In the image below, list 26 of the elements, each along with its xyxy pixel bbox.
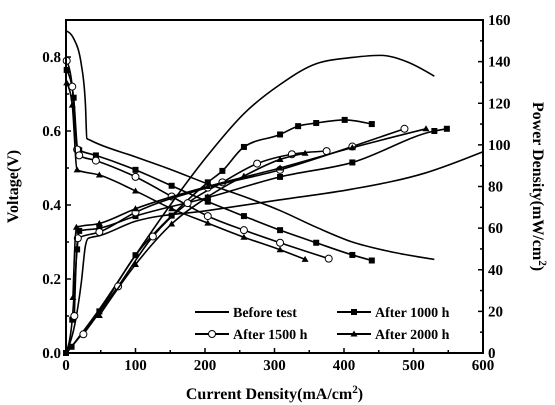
legend-label: After 2000 h (375, 328, 450, 343)
y2-tick-label: 20 (488, 304, 503, 320)
y2-tick-label: 120 (488, 96, 510, 112)
x-tick-label: 400 (332, 358, 356, 374)
x-tick-label: 0 (62, 358, 70, 374)
y-tick-label: 0.6 (42, 124, 62, 140)
y-tick-label: 0.8 (42, 50, 61, 66)
y2-tick-label: 80 (488, 180, 503, 196)
y-axis-title: Voltage(V) (5, 150, 22, 224)
y-tick-label: 0.2 (42, 272, 61, 288)
x-axis-title: Current Density(mA/cm$^{2}$) (186, 384, 364, 403)
y2-tick-label: 140 (488, 54, 510, 71)
x-tick-label: 300 (263, 358, 286, 374)
y-tick-label: 0.4 (42, 198, 62, 214)
legend-label: Before test (233, 306, 298, 321)
x-tick-label: 500 (402, 358, 425, 374)
y-tick-label: 0.0 (42, 346, 61, 362)
y2-tick-label: 60 (488, 221, 503, 238)
y2-tick-label: 40 (488, 262, 503, 279)
legend-label: After 1500 h (233, 328, 308, 343)
legend-label: After 1000 h (375, 306, 450, 321)
x-tick-label: 200 (194, 358, 216, 374)
x-tick-label: 100 (124, 358, 147, 374)
y2-tick-label: 160 (488, 13, 510, 29)
y2-tick-label: 100 (488, 138, 510, 154)
x-tick-label: 600 (472, 358, 494, 374)
